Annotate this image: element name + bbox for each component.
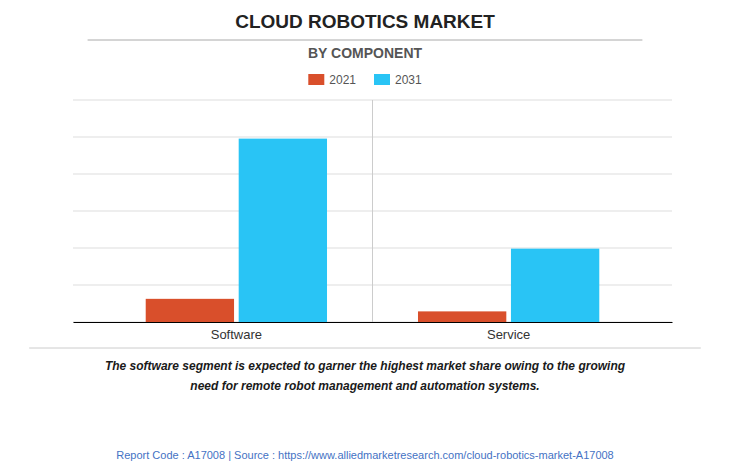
legend-swatch [374, 74, 390, 85]
bar [418, 311, 506, 322]
grid [73, 100, 672, 322]
legend-label: 2021 [329, 73, 356, 87]
bar [511, 249, 599, 322]
bar [146, 299, 234, 322]
x-axis: Software Service [74, 322, 673, 342]
x-tick: Software [211, 322, 262, 342]
x-axis-line [74, 322, 673, 323]
subtitle: BY COMPONENT [308, 45, 423, 61]
footer-rule [29, 348, 701, 349]
x-tick: Service [487, 322, 530, 342]
title-rule [88, 40, 643, 41]
x-tick-label: Service [487, 327, 530, 342]
chart: CLOUD ROBOTICS MARKET BY COMPONENT Softwar… [0, 0, 730, 473]
footer-text: The software segment is expected to garn… [105, 359, 626, 393]
legend-label: 2031 [395, 73, 422, 87]
legend: 2021 2031 [308, 73, 422, 87]
title: CLOUD ROBOTICS MARKET [235, 11, 495, 32]
group-divider [372, 100, 373, 322]
legend-item: 2031 [374, 73, 422, 87]
x-tick-label: Software [211, 327, 262, 342]
legend-swatch [308, 74, 324, 85]
source-text: Report Code : A17008 | Source : https://… [116, 449, 613, 461]
legend-item: 2021 [308, 73, 356, 87]
bars [146, 139, 600, 322]
bar [239, 139, 327, 322]
